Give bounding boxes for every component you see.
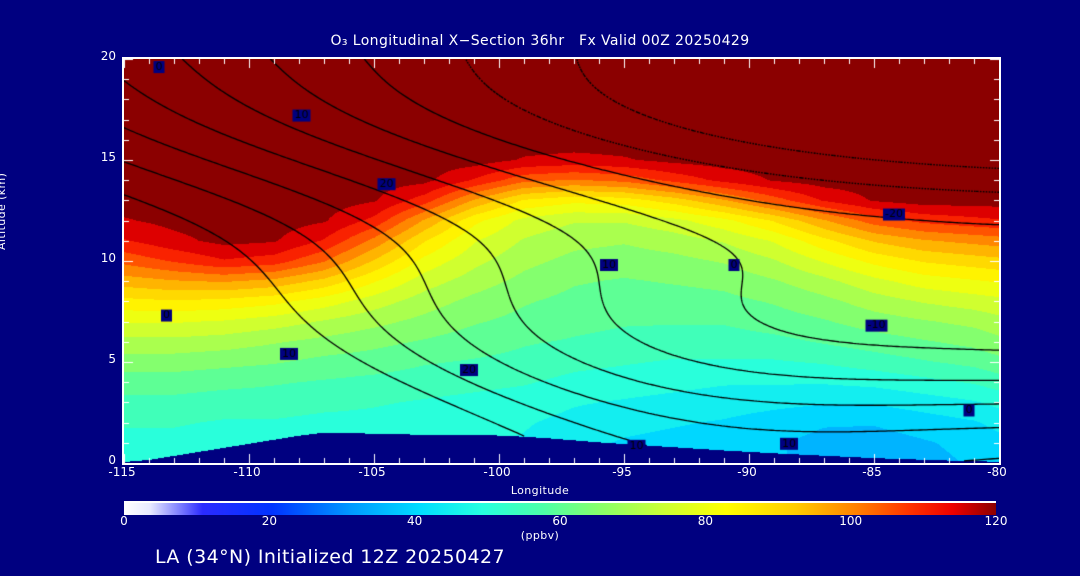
x-tick-label: -110 (233, 465, 261, 479)
colorbar (124, 501, 996, 515)
x-tick-label: -115 (108, 465, 136, 479)
x-tick-label: -90 (737, 465, 757, 479)
y-tick-label: 5 (108, 352, 116, 366)
ozone-cross-section-field (124, 59, 999, 463)
colorbar-tick-label: 0 (120, 514, 128, 528)
figure-caption: LA (34°N) Initialized 12Z 20250427 (155, 546, 505, 568)
y-tick-label: 15 (100, 150, 116, 164)
y-tick-label: 10 (100, 251, 116, 265)
y-tick-label: 20 (100, 49, 116, 63)
x-tick-label: -85 (862, 465, 882, 479)
colorbar-units-label: (ppbv) (520, 529, 560, 542)
x-tick-label: -100 (483, 465, 511, 479)
y-tick-label: 0 (108, 453, 116, 467)
colorbar-tick-label: 40 (407, 514, 423, 528)
x-tick-label: -95 (612, 465, 632, 479)
colorbar-tick-label: 100 (839, 514, 863, 528)
colorbar-tick-label: 60 (552, 514, 568, 528)
x-tick-label: -80 (987, 465, 1007, 479)
x-axis-label: Longitude (510, 484, 570, 497)
plot-area (122, 57, 1001, 465)
colorbar-tick-label: 120 (984, 514, 1008, 528)
x-tick-label: -105 (358, 465, 386, 479)
colorbar-tick-label: 80 (697, 514, 713, 528)
y-axis-label: Altitude (km) (0, 172, 8, 250)
colorbar-tick-label: 20 (261, 514, 277, 528)
chart-title: O₃ Longitudinal X−Section 36hr Fx Valid … (330, 33, 750, 49)
colorbar-gradient (124, 503, 996, 515)
